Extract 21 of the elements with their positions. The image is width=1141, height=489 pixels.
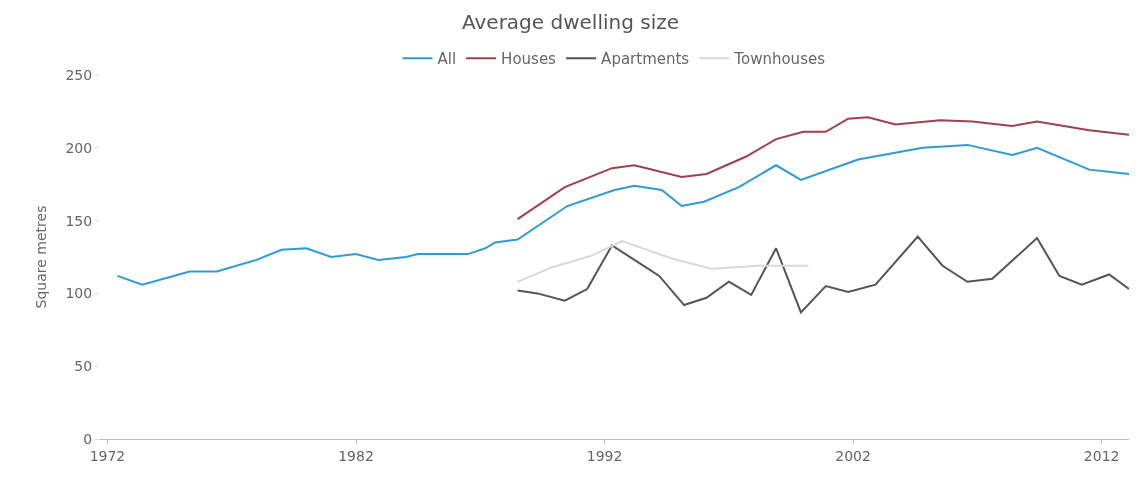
line-series bbox=[516, 239, 810, 283]
y-tick-label: 100 bbox=[65, 285, 93, 302]
line-series bbox=[116, 143, 1129, 286]
x-tick-label: 2002 bbox=[835, 447, 871, 464]
y-tick-label: 250 bbox=[65, 66, 93, 83]
legend-label: All bbox=[437, 50, 457, 69]
chart-title: Average dwelling size bbox=[461, 9, 680, 34]
legend-label: Houses bbox=[501, 50, 557, 69]
y-tick-label: 150 bbox=[65, 212, 93, 229]
x-tick-label: 1992 bbox=[586, 447, 623, 464]
x-tick-label: 2012 bbox=[1083, 447, 1120, 464]
line-series bbox=[516, 235, 1129, 314]
legend-label: Townhouses bbox=[733, 50, 826, 69]
y-tick-label: 0 bbox=[83, 430, 93, 447]
y-tick-label: 200 bbox=[65, 139, 93, 156]
line-series bbox=[516, 116, 1129, 221]
y-axis-title: Square metres bbox=[33, 205, 50, 309]
y-tick-label: 50 bbox=[74, 358, 93, 375]
legend-label: Apartments bbox=[601, 50, 690, 69]
x-tick-label: 1982 bbox=[338, 447, 374, 464]
x-tick-label: 1972 bbox=[89, 447, 126, 464]
